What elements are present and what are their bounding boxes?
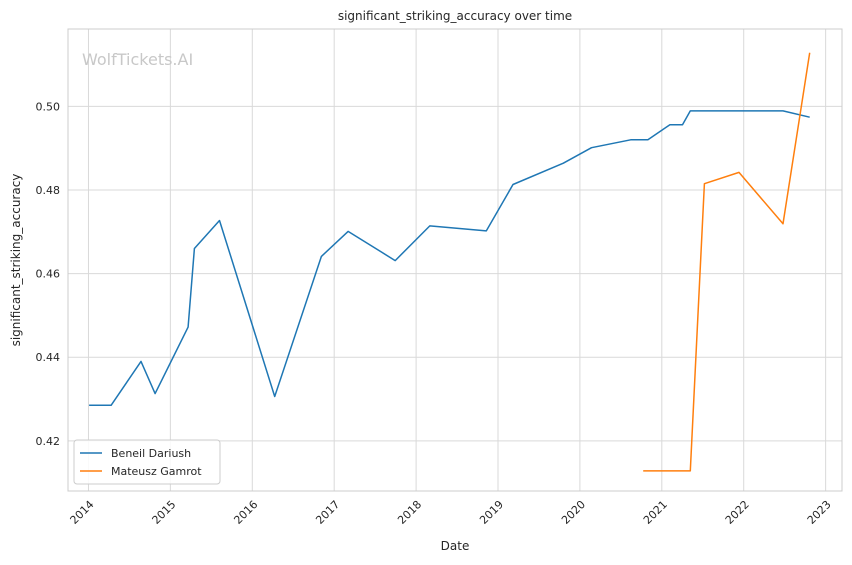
x-tick-label: 2021 [641, 498, 670, 527]
y-axis-ticks: 0.42 0.44 0.46 0.48 0.50 [36, 100, 61, 447]
series-line-1 [89, 110, 810, 407]
x-tick-label: 2014 [68, 498, 97, 527]
x-tick-label: 2022 [723, 498, 752, 527]
watermark-text: WolfTickets.AI [82, 50, 193, 69]
legend-label: Mateusz Gamrot [111, 465, 202, 478]
x-tick-label: 2023 [805, 498, 834, 527]
y-tick-label: 0.50 [36, 100, 61, 113]
y-tick-label: 0.42 [36, 435, 61, 448]
x-tick-label: 2015 [150, 498, 179, 527]
grid [68, 29, 842, 491]
x-tick-label: 2017 [313, 498, 342, 527]
x-tick-label: 2016 [231, 498, 260, 527]
plot-area-frame [67, 28, 843, 492]
x-tick-label: 2020 [559, 498, 588, 527]
y-tick-label: 0.48 [36, 184, 61, 197]
legend-label: Beneil Dariush [111, 447, 191, 460]
y-tick-label: 0.44 [36, 351, 61, 364]
legend-box [73, 439, 221, 485]
x-axis-ticks: 2014 2015 2016 2017 2018 2019 2020 2021 2022 2023 [68, 498, 834, 527]
series-line-2 [643, 52, 811, 472]
series-lines [89, 52, 811, 472]
y-tick-label: 0.46 [36, 268, 61, 281]
legend: Beneil Dariush Mateusz Gamrot [73, 439, 221, 485]
chart-title: significant_striking_accuracy over time [338, 9, 572, 23]
y-axis-title: significant_striking_accuracy [9, 174, 23, 347]
x-tick-label: 2018 [395, 498, 424, 527]
x-axis-title: Date [441, 539, 470, 553]
x-tick-label: 2019 [477, 498, 506, 527]
